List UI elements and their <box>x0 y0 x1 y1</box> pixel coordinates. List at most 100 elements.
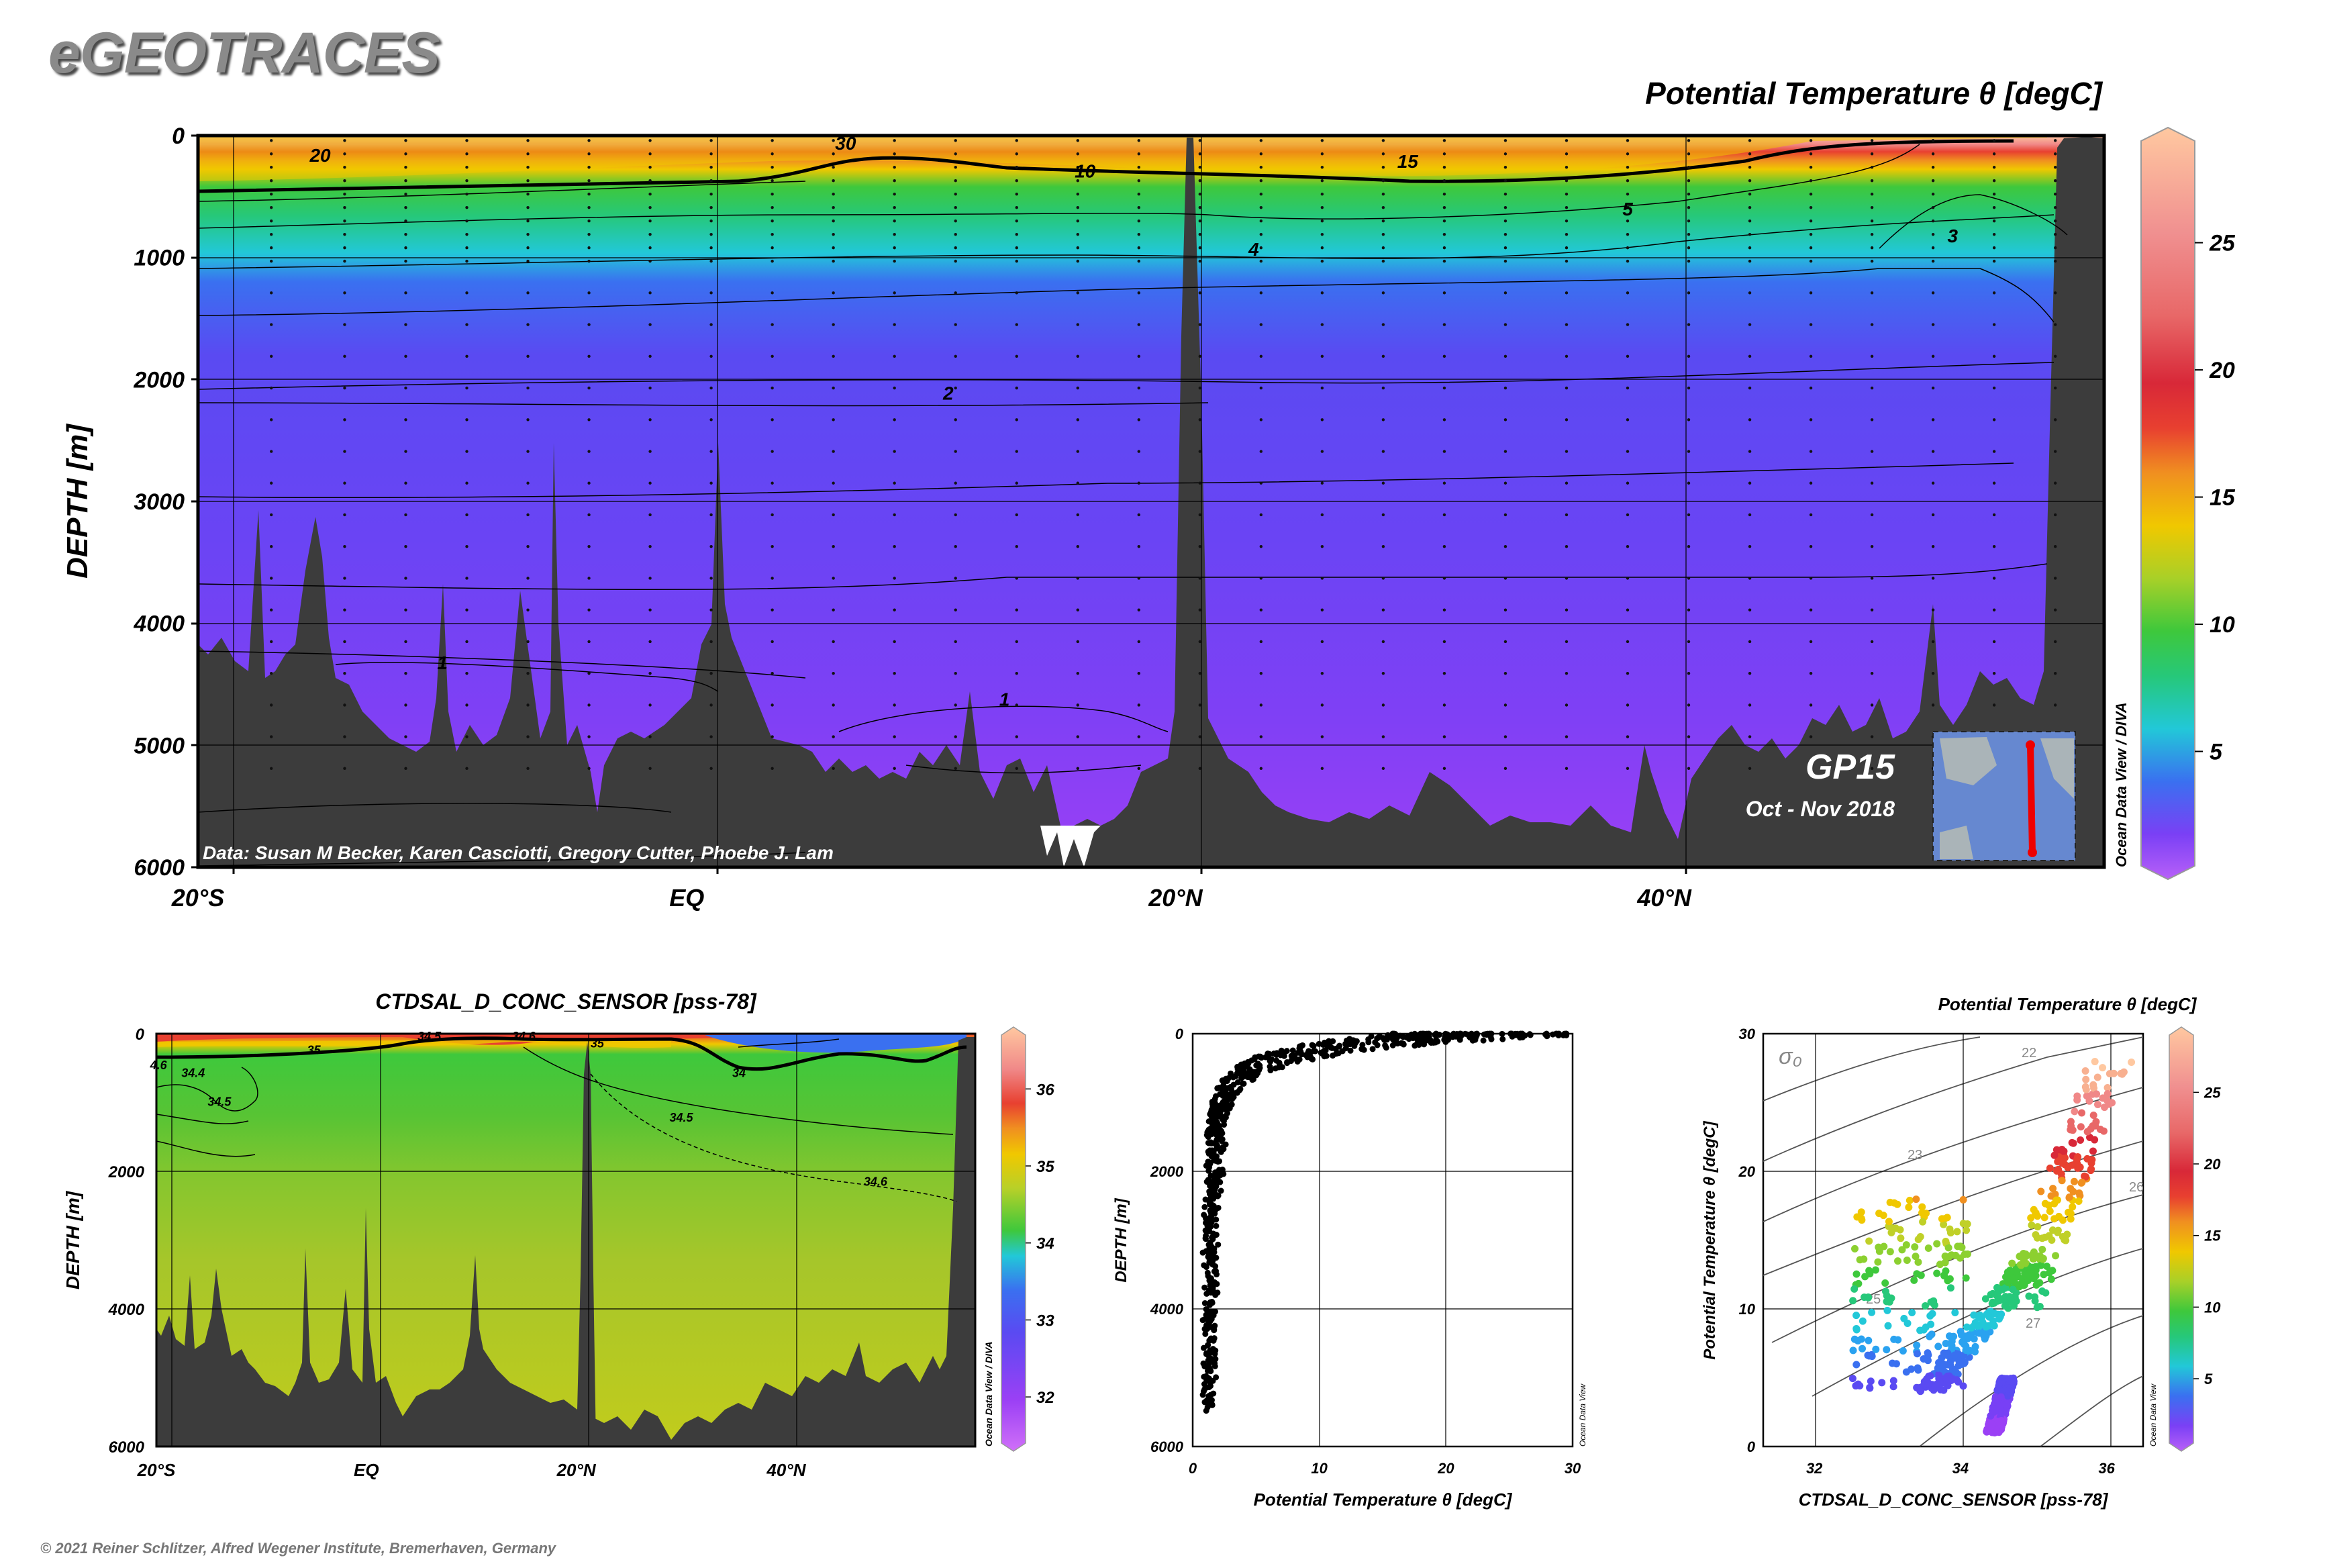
ts-point <box>1902 1241 1910 1249</box>
ts-point <box>1927 1320 1935 1328</box>
profile-point <box>1205 1308 1212 1315</box>
ts-point <box>1963 1220 1971 1228</box>
profile-point <box>1205 1159 1212 1165</box>
ctd-trench-gap <box>1040 826 1101 867</box>
profile-point <box>1211 1279 1218 1285</box>
ts-point <box>2077 1109 2085 1117</box>
section-salinity-x-tick: 40°N <box>766 1460 806 1480</box>
ts-point <box>1850 1285 1859 1293</box>
section-theta-y-tick: 2000 <box>133 367 185 393</box>
ts-point <box>2022 1259 2030 1267</box>
ts-point <box>1913 1383 1921 1391</box>
ts-point <box>2020 1281 2028 1289</box>
ts-point <box>1856 1256 1864 1264</box>
ts-point <box>1916 1326 1924 1334</box>
ts-point <box>2032 1281 2040 1289</box>
ts-point <box>2027 1214 2035 1222</box>
profile-point <box>1222 1114 1229 1121</box>
ts-colorbar: 5 10 15 20 25 <box>2169 1026 2221 1452</box>
ts-point <box>1910 1276 1918 1284</box>
profile-point <box>1212 1263 1219 1270</box>
ts-point <box>2012 1268 2020 1276</box>
ts-point <box>1963 1250 1971 1258</box>
ts-point <box>2106 1070 2114 1078</box>
theta-contour-label: 20 <box>309 145 331 166</box>
ts-point <box>1865 1237 1873 1245</box>
ts-point <box>2006 1269 2014 1277</box>
ts-point <box>2058 1177 2066 1185</box>
ts-point <box>2036 1302 2044 1310</box>
section-theta-y-tick: 4000 <box>133 611 185 637</box>
ts-point <box>2070 1177 2078 1185</box>
ts-point <box>1912 1195 1920 1204</box>
bathymetry <box>198 137 2104 867</box>
ts-point <box>2045 1269 2053 1277</box>
ts-point <box>2075 1197 2083 1205</box>
ts-x-tick-labels: 32 34 36 <box>1806 1460 2116 1477</box>
ts-point <box>2044 1202 2052 1210</box>
ts-point <box>1948 1342 1956 1350</box>
ts-point <box>1946 1229 1954 1237</box>
ts-point <box>1885 1218 1893 1226</box>
ts-point <box>2004 1392 2012 1400</box>
profile-point <box>1218 1167 1225 1174</box>
ts-x-tick: 36 <box>2098 1460 2115 1477</box>
ts-point <box>2128 1059 2136 1067</box>
isopycnal-label: 26 <box>2129 1180 2144 1195</box>
ts-point <box>1903 1257 1911 1265</box>
profile-point <box>1216 1122 1223 1129</box>
profile-point <box>1204 1269 1211 1276</box>
profile-point <box>1372 1039 1379 1046</box>
profile-point <box>1201 1204 1208 1210</box>
ts-point <box>2059 1216 2067 1224</box>
sigma-theta-label: σ₀ <box>1779 1044 1802 1069</box>
salinity-contour-label: 34.5 <box>417 1030 442 1043</box>
profile-point <box>1347 1047 1354 1054</box>
ts-point <box>1933 1269 1941 1277</box>
ts-point <box>1911 1243 1919 1251</box>
section-theta-x-tick: 40°N <box>1636 884 1691 912</box>
ts-point <box>1898 1246 1906 1254</box>
ts-point <box>2069 1139 2077 1147</box>
ts-point <box>1935 1370 1943 1378</box>
salinity-contour-label: 35 <box>591 1036 605 1050</box>
profile-point <box>1212 1157 1219 1164</box>
ts-colorbar-tick: 25 <box>2204 1084 2221 1101</box>
ts-point <box>2059 1159 2067 1167</box>
section-salinity-software-note: Ocean Data View / DIVA <box>983 1342 994 1447</box>
section-salinity-x-tick: EQ <box>354 1460 379 1480</box>
ts-point <box>1897 1234 1905 1242</box>
copyright-footer: © 2021 Reiner Schlitzer, Alfred Wegener … <box>40 1540 556 1557</box>
ts-point <box>1849 1346 1857 1355</box>
ts-point <box>1942 1237 1950 1245</box>
ts-point <box>1866 1383 1874 1391</box>
section-theta-y-tick: 0 <box>172 124 185 149</box>
profile-point <box>1207 1250 1214 1257</box>
ts-point <box>2099 1064 2107 1072</box>
section-salinity-colorbar-tick: 34 <box>1036 1235 1054 1253</box>
ts-point <box>1962 1342 1970 1351</box>
profile-point <box>1268 1056 1275 1063</box>
ts-point <box>1885 1298 1893 1306</box>
ts-point <box>2036 1254 2044 1262</box>
isopycnal-label: 22 <box>2022 1046 2036 1061</box>
profile-point <box>1298 1051 1305 1058</box>
ts-point <box>1905 1204 1913 1212</box>
ts-point <box>1990 1322 1998 1330</box>
profile-point <box>1245 1061 1252 1067</box>
ts-colorbar-tick: 5 <box>2204 1371 2213 1387</box>
profile-point <box>1339 1048 1346 1055</box>
section-salinity-y-tick: 4000 <box>108 1301 145 1319</box>
profile-point <box>1204 1326 1211 1332</box>
profile-point <box>1211 1183 1218 1190</box>
profile-point <box>1436 1032 1442 1038</box>
ts-point <box>1997 1409 2005 1417</box>
ts-point <box>1890 1199 1898 1207</box>
theta-contour-label: 30 <box>835 133 856 154</box>
section-theta-axis-ticks <box>191 134 1687 874</box>
profile-point <box>1217 1091 1224 1097</box>
ts-point <box>2081 1067 2089 1075</box>
profile-point <box>1205 1134 1211 1140</box>
ts-point <box>1982 1323 1990 1331</box>
